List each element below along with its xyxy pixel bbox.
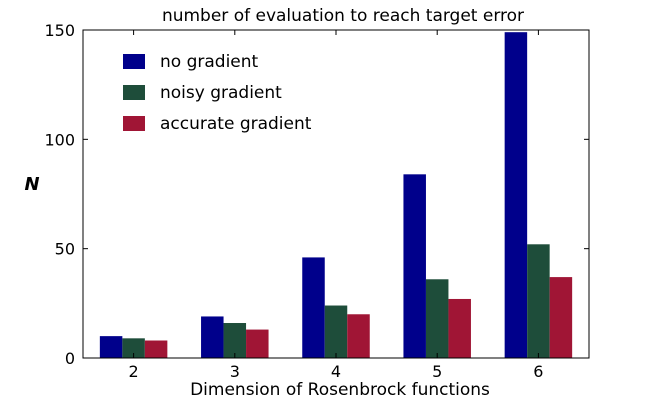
x-tick-label: 3 xyxy=(230,362,240,381)
x-tick-label: 5 xyxy=(432,362,442,381)
y-tick-label: 150 xyxy=(44,21,75,40)
y-tick-label: 100 xyxy=(44,130,75,149)
bar-accurate-gradient-5 xyxy=(448,298,471,358)
bars-layer xyxy=(99,32,573,358)
bar-no-gradient-5 xyxy=(403,174,426,358)
legend-label-noisy-gradient: noisy gradient xyxy=(160,83,282,103)
legend-swatch-accurate-gradient xyxy=(123,116,145,131)
x-tick-label: 6 xyxy=(533,362,543,381)
bar-no-gradient-3 xyxy=(201,316,224,358)
x-axis-label: Dimension of Rosenbrock functions xyxy=(190,380,490,400)
y-tick-label: 50 xyxy=(55,240,75,259)
bar-accurate-gradient-2 xyxy=(144,340,168,358)
bar-noisy-gradient-4 xyxy=(324,305,348,358)
bar-noisy-gradient-6 xyxy=(527,244,550,358)
bar-no-gradient-4 xyxy=(302,257,325,358)
bar-accurate-gradient-3 xyxy=(246,329,269,358)
y-axis-label: N xyxy=(24,174,39,195)
legend-label-accurate-gradient: accurate gradient xyxy=(160,114,312,134)
bar-accurate-gradient-4 xyxy=(347,314,370,358)
chart-title: number of evaluation to reach target err… xyxy=(162,6,524,26)
legend-swatch-no-gradient xyxy=(123,54,145,69)
bar-no-gradient-6 xyxy=(504,32,528,358)
x-tick-label: 2 xyxy=(129,362,139,381)
y-tick-label: 0 xyxy=(65,349,75,368)
bar-noisy-gradient-2 xyxy=(122,338,145,358)
legend-swatch-noisy-gradient xyxy=(123,85,145,100)
bar-accurate-gradient-6 xyxy=(549,277,573,358)
bar-noisy-gradient-5 xyxy=(425,279,449,358)
x-tick-label: 4 xyxy=(331,362,341,381)
legend-label-no-gradient: no gradient xyxy=(160,52,259,72)
plot-area-frame xyxy=(82,29,590,359)
bar-no-gradient-2 xyxy=(99,336,123,358)
legend: no gradient noisy gradient accurate gradie… xyxy=(123,52,312,134)
bar-noisy-gradient-3 xyxy=(223,323,247,358)
ticks-layer: 2 3 4 5 6 0 50 100 150 xyxy=(44,21,589,381)
